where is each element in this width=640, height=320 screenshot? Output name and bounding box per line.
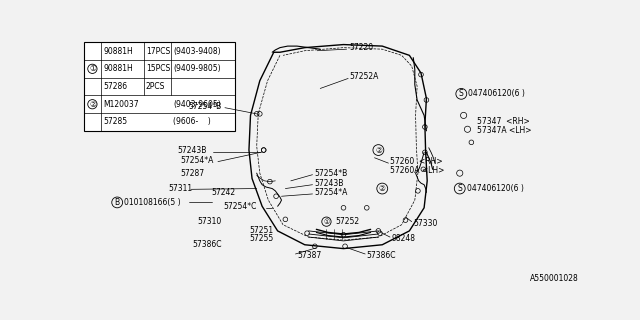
Text: 57220: 57220: [349, 43, 374, 52]
Text: S: S: [458, 184, 462, 193]
Text: M120037: M120037: [103, 100, 139, 109]
Text: 17PCS: 17PCS: [146, 47, 170, 56]
Text: 57252A: 57252A: [349, 72, 379, 81]
Text: 57260  <RH>: 57260 <RH>: [390, 157, 443, 166]
Text: 90881H: 90881H: [103, 47, 133, 56]
Text: ①: ①: [89, 64, 96, 73]
Text: 90881H: 90881H: [103, 64, 133, 73]
Text: 57242: 57242: [212, 188, 236, 197]
Text: 57347  <RH>: 57347 <RH>: [477, 117, 529, 126]
Text: 57252: 57252: [336, 217, 360, 226]
Text: 047406120(6 ): 047406120(6 ): [468, 89, 525, 98]
Text: S: S: [459, 89, 463, 98]
Text: 57311: 57311: [168, 184, 193, 193]
Text: 57254*B: 57254*B: [189, 102, 221, 111]
Text: 57285: 57285: [103, 117, 127, 126]
Bar: [84, 42, 235, 131]
Text: 57310: 57310: [198, 217, 222, 226]
Text: 57387: 57387: [297, 251, 321, 260]
Text: (9606-    ): (9606- ): [173, 117, 211, 126]
Text: ②: ②: [375, 146, 382, 155]
Text: B: B: [115, 198, 120, 207]
Text: 57386C: 57386C: [193, 240, 222, 249]
Text: 57254*A: 57254*A: [314, 188, 348, 197]
Text: 57287: 57287: [180, 169, 205, 178]
Text: (9409-9805): (9409-9805): [173, 64, 221, 73]
Text: 047406120(6 ): 047406120(6 ): [467, 184, 524, 193]
Text: 57254*A: 57254*A: [180, 156, 214, 164]
Text: 57254*C: 57254*C: [223, 202, 257, 211]
Text: 57286: 57286: [103, 82, 127, 91]
Text: 57260A <LH>: 57260A <LH>: [390, 166, 444, 175]
Text: ②: ②: [379, 184, 386, 193]
Text: (9403-9605): (9403-9605): [173, 100, 221, 109]
Text: 57251: 57251: [249, 227, 273, 236]
Text: (9403-9408): (9403-9408): [173, 47, 221, 56]
Text: 2PCS: 2PCS: [146, 82, 165, 91]
Text: 15PCS: 15PCS: [146, 64, 170, 73]
Text: 010108166(5 ): 010108166(5 ): [124, 198, 181, 207]
Text: ①: ①: [323, 219, 330, 225]
Text: 57330: 57330: [413, 219, 438, 228]
Text: 57243B: 57243B: [177, 146, 206, 155]
Text: 98248: 98248: [392, 234, 415, 243]
Text: 57347A <LH>: 57347A <LH>: [477, 126, 531, 135]
Text: ②: ②: [89, 100, 96, 109]
Text: 57254*B: 57254*B: [314, 169, 348, 178]
Text: 57243B: 57243B: [314, 179, 344, 188]
Text: 57255: 57255: [249, 234, 273, 243]
Text: 57386C: 57386C: [367, 251, 396, 260]
Text: A550001028: A550001028: [529, 274, 579, 283]
